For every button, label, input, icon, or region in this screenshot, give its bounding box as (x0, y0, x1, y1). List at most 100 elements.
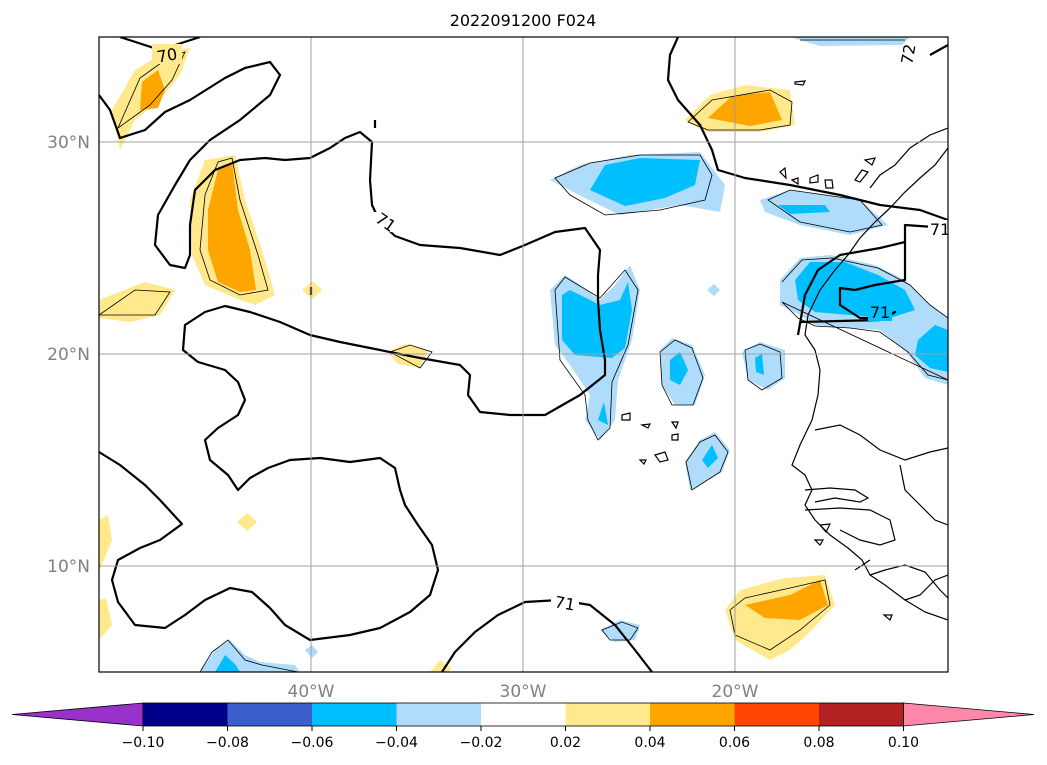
thin-contour-15 (199, 639, 299, 672)
thin-contour-1 (554, 154, 713, 216)
contour-labels: 70 71 71 72 71 71 (152, 42, 950, 615)
colorbar-tick-label: 0.04 (634, 735, 665, 751)
thin-contour-3 (659, 339, 704, 406)
thin-contour-9 (199, 157, 269, 296)
colorbar-tick-label: −0.08 (206, 735, 249, 751)
shade-lightblue-top (790, 37, 910, 46)
border-5 (869, 564, 948, 599)
island-1 (794, 80, 807, 86)
thin-contour-13 (687, 89, 793, 131)
island-2 (779, 166, 787, 180)
shade-cyan-5 (755, 354, 764, 375)
lat-labels: 30°N 20°N 10°N (47, 133, 90, 577)
colorbar-segment (734, 703, 820, 726)
shade-yellow-dot-2 (237, 513, 257, 531)
border-7 (854, 559, 871, 571)
colorbar-tick-label: −0.06 (291, 735, 334, 751)
thin-contours (99, 39, 948, 672)
lon-label-30w: 30°W (500, 682, 547, 702)
contour-label-71-b: 71 (553, 592, 576, 614)
thin-contour-14 (389, 344, 433, 369)
colorbar-extend-min (11, 702, 144, 727)
island-5 (854, 169, 870, 183)
thin-contour-8 (781, 301, 948, 381)
shade-orange-w (208, 162, 256, 292)
border-6 (904, 574, 948, 601)
shade-yellow-w-edge3 (99, 598, 112, 640)
shade-lightblue-11 (707, 284, 720, 296)
shade-cyan-7b (915, 325, 948, 372)
colorbar-tick-label: 0.02 (550, 735, 581, 751)
colorbar-tick-label: −0.10 (122, 735, 165, 751)
island-14 (818, 523, 832, 534)
island-3 (809, 174, 819, 184)
shade-orange-se (745, 580, 828, 620)
island-8 (621, 412, 631, 421)
colorbar-segment (565, 703, 651, 726)
contour-label-70: 70 (155, 44, 178, 66)
contour-label-bg (152, 44, 182, 64)
gridlines (99, 37, 948, 672)
contour-coast-mauritania (666, 37, 948, 222)
shade-orange-ne (708, 92, 782, 126)
contour-label-bg (928, 220, 948, 238)
shade-cyan-2 (778, 205, 830, 214)
shade-yellow-w-edge2 (99, 515, 112, 572)
border-western-sahara (869, 127, 948, 189)
contour-label-bg (372, 212, 400, 232)
colorbar-tick-label: 0.08 (803, 735, 834, 751)
border-2 (804, 487, 870, 503)
map-title: 2022091200 F024 (450, 11, 597, 30)
colorbar-extend-max (903, 702, 1035, 727)
island-15 (813, 539, 825, 546)
shade-cyan-3 (562, 282, 632, 358)
coast-africa (791, 147, 948, 621)
contour-label-bg (551, 594, 579, 612)
thin-contour-11 (99, 289, 171, 316)
thin-contour-5 (685, 434, 729, 491)
contour-label-bg (903, 46, 923, 72)
island-10 (670, 421, 679, 430)
map-frame (98, 36, 949, 673)
island-13 (654, 451, 669, 463)
colorbar-segment (396, 703, 482, 726)
shade-cyan-9 (215, 655, 240, 672)
island-9 (639, 423, 652, 429)
colorbar-segment (312, 703, 397, 726)
lat-label-10n: 10°N (47, 557, 90, 577)
island-7 (790, 177, 799, 186)
colorbar-segment (819, 703, 904, 726)
border-3 (804, 507, 896, 546)
thin-contour-2 (554, 269, 639, 441)
lon-labels: 40°W 30°W 20°W (288, 682, 759, 702)
thin-contour-4 (744, 343, 783, 391)
island-4 (824, 179, 834, 189)
colorbar-tick-label: 0.10 (888, 735, 919, 751)
colorbar-segment (650, 703, 735, 726)
lon-label-40w: 40°W (288, 682, 335, 702)
shade-cyan-4 (670, 352, 688, 385)
colorbar: −0.10 −0.08 −0.06 −0.04 −0.02 0.02 0.04 0.06 0.0… (11, 702, 1035, 751)
thin-contour-16 (601, 621, 639, 641)
island-6 (863, 157, 877, 166)
lon-label-20w: 20°W (712, 682, 759, 702)
thin-contour-10 (117, 51, 186, 130)
contour-71-east (796, 223, 948, 336)
thin-contour-12 (729, 579, 831, 651)
colorbar-tick-label: 0.06 (719, 735, 750, 751)
contour-label-71-c: 71 (930, 220, 950, 239)
shade-lightblue-2 (760, 190, 888, 235)
shade-yellow-bottom (430, 660, 452, 672)
colorbar-segment (481, 703, 566, 726)
border-1 (814, 424, 948, 461)
thin-contour-6 (767, 189, 883, 233)
map-panel: 70 71 71 72 71 71 (98, 36, 950, 673)
contour-72-ne (929, 44, 948, 56)
thin-contour-7 (781, 257, 948, 319)
contour-label-72: 72 (897, 42, 919, 65)
shade-cyan-1 (590, 158, 700, 206)
island-11 (671, 433, 679, 441)
colorbar-tick-label: −0.04 (375, 735, 418, 751)
shade-yellow-west-edge (99, 282, 175, 322)
